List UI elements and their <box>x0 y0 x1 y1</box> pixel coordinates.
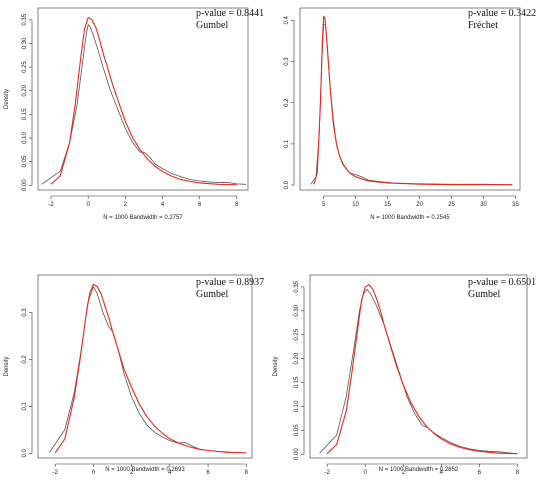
chart-1-empirical-density-line <box>41 24 247 185</box>
chart-1-y-tick-label: 0.35 <box>22 13 28 25</box>
chart-2-x-tick-label: 25 <box>448 202 455 208</box>
chart-1-x-tick-label: 2 <box>124 202 128 208</box>
chart-2-x-tick-label: 30 <box>480 202 487 208</box>
chart-2-p-value: p-value = 0.3422 <box>468 8 536 19</box>
chart-3-x-tick-label: -2 <box>53 470 59 476</box>
chart-3-x-tick-label: 6 <box>206 470 210 476</box>
chart-1-y-tick-label: 0.20 <box>22 84 28 96</box>
chart-4-x-tick-label: 8 <box>516 470 520 476</box>
chart-1-y-tick-label: 0.05 <box>22 155 28 167</box>
chart-4-y-tick-label: 0.30 <box>294 304 300 316</box>
chart-2-plot-box <box>299 7 521 191</box>
chart-4-plot-box <box>309 274 528 459</box>
chart-3-x-tick-label: 0 <box>92 470 96 476</box>
chart-1-y-tick-label: 0.15 <box>22 108 28 120</box>
chart-3-p-value: p-value = 0.8937 <box>196 277 264 288</box>
chart-2-x-tick-label: 5 <box>322 202 326 208</box>
chart-1-y-tick-label: 0.10 <box>22 132 28 144</box>
chart-4-x-tick-label: 6 <box>478 470 482 476</box>
chart-4-distribution-name: Gumbel <box>468 289 500 300</box>
chart-3-fitted-density-line <box>54 283 247 454</box>
chart-1-y-tick-label: 0.00 <box>22 179 28 191</box>
chart-3-x-tick-label: 2 <box>130 470 134 476</box>
chart-4-empirical-density-line <box>319 288 518 455</box>
chart-4-fitted-density-line <box>326 284 518 455</box>
chart-1-x-tick-label: 4 <box>161 202 165 208</box>
chart-2-y-tick-label: 0.3 <box>284 57 290 66</box>
panel-bottom-left: -2 0 2 4 6 8 0.0 0.1 0.2 0.3 Density N = 1000 Bandw… <box>4 274 264 476</box>
chart-1-subtitle: N = 1000 Bandwidth = 0.2757 <box>103 215 183 221</box>
chart-4-y-tick-label: 0.05 <box>294 424 300 436</box>
chart-2-subtitle: N = 1000 Bandwidth = 0.2545 <box>370 215 450 221</box>
chart-1-fitted-density-line <box>50 16 237 186</box>
chart-3-y-tick-label: 0.3 <box>22 308 28 317</box>
chart-2-x-tick-label: 20 <box>416 202 423 208</box>
chart-4-x-tick-label: 4 <box>440 470 444 476</box>
chart-4-p-value: p-value = 0.6501 <box>468 277 536 288</box>
panel-top-left: -2 0 2 4 6 8 0.00 0.05 0.10 0.15 0.20 0.25 0.30 0.35 D… <box>4 7 264 221</box>
chart-2-y-tick-label: 0.1 <box>284 139 290 148</box>
chart-1-y-tick-label: 0.30 <box>22 37 28 49</box>
chart-2-distribution-name: Fréchet <box>468 20 498 31</box>
chart-3-y-tick-label: 0.2 <box>22 355 28 364</box>
chart-2-y-tick-label: 0.2 <box>284 98 290 107</box>
chart-4-x-tick-label: 0 <box>364 470 368 476</box>
chart-3-empirical-density-line <box>49 286 237 454</box>
panel-top-right: 5 10 15 20 25 30 35 0.0 0.1 0.2 0.3 0.4 N = 1000 Ban… <box>284 7 536 221</box>
chart-2-x-tick-label: 15 <box>384 202 391 208</box>
chart-3-subtitle: N = 1000 Bandwidth = 0.2693 <box>105 467 185 473</box>
chart-4-y-tick-label: 0.00 <box>294 448 300 460</box>
chart-4-x-tick-label: -2 <box>324 470 330 476</box>
chart-3-x-tick-label: 8 <box>245 470 249 476</box>
chart-4-x-tick-label: 2 <box>402 470 406 476</box>
chart-3-y-tick-label: 0.0 <box>22 448 28 457</box>
chart-3-y-axis-title: Density <box>4 356 10 376</box>
chart-1-y-tick-label: 0.25 <box>22 61 28 73</box>
chart-2-fitted-density-line <box>313 15 513 186</box>
chart-4-y-tick-label: 0.10 <box>294 400 300 412</box>
chart-1-x-tick-label: -2 <box>48 202 54 208</box>
chart-1-y-axis-title: Density <box>4 89 10 109</box>
chart-4-subtitle: N = 1000 Bandwidth = 0.2852 <box>379 467 459 473</box>
chart-1-p-value: p-value = 0.8441 <box>196 8 264 19</box>
chart-2-x-tick-label: 10 <box>352 202 359 208</box>
chart-2-y-tick-label: 0.4 <box>284 16 290 25</box>
chart-4-y-tick-label: 0.20 <box>294 352 300 364</box>
chart-3-distribution-name: Gumbel <box>196 289 228 300</box>
chart-3-plot-box <box>37 274 253 459</box>
chart-1-distribution-name: Gumbel <box>196 20 228 31</box>
chart-1-x-tick-label: 8 <box>235 202 239 208</box>
chart-4-y-axis-title: Density <box>273 356 279 376</box>
chart-2-y-tick-label: 0.0 <box>284 180 290 189</box>
chart-1-plot-box <box>37 7 249 191</box>
panel-bottom-right: -2 0 2 4 6 8 0.00 0.05 0.10 0.15 0.20 0.25 0.30 0.35 D… <box>273 274 536 476</box>
chart-1-x-tick-label: 0 <box>87 202 91 208</box>
chart-4-y-tick-label: 0.35 <box>294 280 300 292</box>
chart-1-x-tick-label: 6 <box>198 202 202 208</box>
chart-3-x-tick-label: 4 <box>168 470 172 476</box>
chart-4-y-tick-label: 0.15 <box>294 376 300 388</box>
chart-2-x-tick-label: 35 <box>512 202 519 208</box>
chart-3-y-tick-label: 0.1 <box>22 402 28 411</box>
chart-4-y-tick-label: 0.25 <box>294 328 300 340</box>
